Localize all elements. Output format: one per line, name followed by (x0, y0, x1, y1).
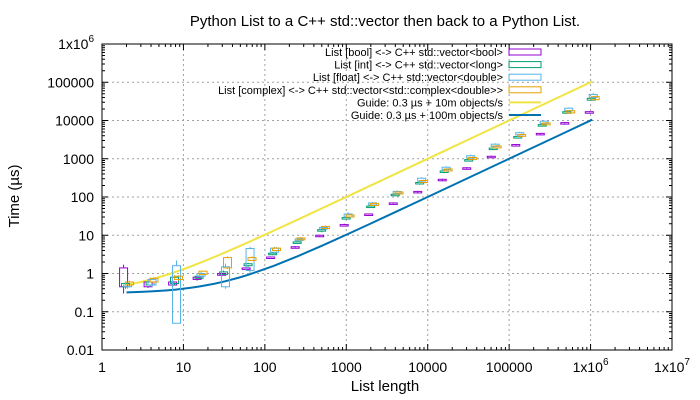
x-axis-title: List length (351, 378, 419, 395)
box-mark (124, 281, 134, 286)
legend-swatch-box (508, 61, 542, 69)
legend-label: Guide: 0.3 µs + 10m objects/s (357, 97, 504, 109)
box-mark (535, 132, 545, 136)
x-tick-exponent: 6 (603, 357, 609, 368)
y-tick-label: 10 (78, 227, 94, 243)
y-tick-label: 0.1 (75, 304, 95, 320)
box-mark (462, 167, 472, 170)
legend-swatch-box (508, 86, 542, 94)
box-mark (584, 111, 594, 114)
x-tick-label: 10 (176, 359, 192, 375)
box-mark (394, 191, 404, 195)
box-mark (588, 93, 598, 98)
x-tick-label: 100000 (486, 359, 533, 375)
y-tick-label: 10000 (55, 113, 94, 129)
box-mark (245, 248, 255, 271)
box-mark (541, 122, 551, 126)
box-mark (198, 270, 208, 275)
box-mark (292, 241, 302, 244)
box-mark (243, 263, 253, 267)
box-mark (364, 213, 374, 216)
guide-line-1 (126, 80, 593, 286)
y-tick-label: 100 (71, 189, 95, 205)
axis-ticks: 1 10 100 1000 10000 100000 1x106 1x107 0.01 0.1 1 1… (47, 34, 690, 375)
x-tick-exponent: 7 (684, 357, 690, 368)
y-tick-label: 1000 (63, 151, 94, 167)
legend-label: List [complex] <-> C++ std::vector<std::… (218, 85, 503, 97)
box-mark (466, 155, 476, 159)
legend-label: Guide: 0.3 µs + 100m objects/s (351, 110, 504, 122)
box-mark (443, 168, 453, 172)
box-mark (290, 246, 300, 249)
box-mark (437, 178, 447, 182)
plot-data (119, 80, 600, 324)
box-mark (560, 122, 570, 125)
y-tick-label: 1x106 (58, 34, 94, 52)
legend-label: List [float] <-> C++ std::vector<double> (313, 72, 503, 84)
box-mark (441, 166, 451, 171)
box-mark (321, 225, 331, 230)
box-mark (370, 202, 380, 206)
box-mark (315, 234, 325, 238)
box-mark (417, 177, 427, 182)
box-series-4 (124, 95, 600, 287)
box-mark (268, 252, 278, 256)
y-axis-title: Time (µs) (6, 164, 23, 227)
box-mark (222, 257, 232, 269)
box-mark (272, 247, 282, 251)
box-mark (341, 217, 351, 220)
box-mark (366, 205, 376, 209)
legend-label: List [int] <-> C++ std::vector<long> (334, 60, 503, 72)
box-mark (511, 144, 521, 147)
box-mark (492, 145, 502, 149)
box-mark (517, 134, 527, 137)
box-mark (486, 155, 496, 159)
box-mark (219, 271, 229, 275)
legend-swatch-box (508, 73, 542, 81)
box-mark (266, 256, 276, 260)
guide-line-2 (126, 118, 593, 294)
chart-title: Python List to a C++ std::vector then ba… (190, 13, 580, 30)
box-mark (566, 110, 576, 114)
box-mark (590, 96, 600, 101)
box-mark (468, 156, 478, 160)
y-tick-label: 0.01 (67, 342, 94, 358)
box-mark (388, 202, 398, 205)
x-tick-label: 10000 (408, 359, 447, 375)
legend-label: List [bool] <-> C++ std::vector<bool> (325, 47, 503, 59)
box-mark (247, 257, 257, 261)
y-tick-exponent: 6 (88, 34, 94, 45)
legend-swatch-box (508, 48, 542, 56)
x-tick-label: 1000 (331, 359, 362, 375)
x-tick-label: 1x107 (654, 357, 690, 375)
x-tick-label: 100 (253, 359, 277, 375)
box-mark (221, 266, 231, 288)
box-mark (317, 229, 327, 232)
box-mark (149, 277, 159, 283)
x-tick-label: 1 (98, 359, 106, 375)
x-tick-label: 1x106 (573, 357, 609, 375)
box-mark (173, 275, 183, 280)
legend: List [bool] <-> C++ std::vector<bool>Lis… (218, 47, 542, 122)
box-mark (296, 237, 306, 241)
box-mark (339, 224, 349, 227)
y-tick-label: 100000 (47, 74, 94, 90)
box-mark (419, 180, 429, 183)
box-mark (345, 214, 355, 218)
y-tick-label: 1 (86, 266, 94, 282)
box-mark (413, 190, 423, 194)
box-mark (172, 265, 182, 324)
